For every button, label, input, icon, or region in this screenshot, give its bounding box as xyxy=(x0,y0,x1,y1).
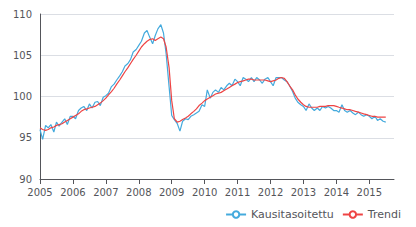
svg-text:2012: 2012 xyxy=(258,187,283,198)
svg-text:2008: 2008 xyxy=(126,187,151,198)
svg-text:Trendi: Trendi xyxy=(367,208,401,221)
svg-text:110: 110 xyxy=(13,9,32,20)
svg-text:Kausitasoitettu: Kausitasoitettu xyxy=(251,208,334,221)
svg-text:2006: 2006 xyxy=(60,187,85,198)
svg-text:2010: 2010 xyxy=(192,187,217,198)
svg-text:2011: 2011 xyxy=(225,187,250,198)
svg-text:105: 105 xyxy=(13,50,32,61)
svg-text:2015: 2015 xyxy=(357,187,382,198)
svg-text:2009: 2009 xyxy=(159,187,184,198)
svg-text:95: 95 xyxy=(19,132,32,143)
svg-text:2007: 2007 xyxy=(93,187,118,198)
svg-text:2013: 2013 xyxy=(291,187,316,198)
svg-text:100: 100 xyxy=(13,91,32,102)
svg-text:90: 90 xyxy=(19,174,32,185)
svg-text:2005: 2005 xyxy=(27,187,52,198)
svg-text:2014: 2014 xyxy=(324,187,349,198)
